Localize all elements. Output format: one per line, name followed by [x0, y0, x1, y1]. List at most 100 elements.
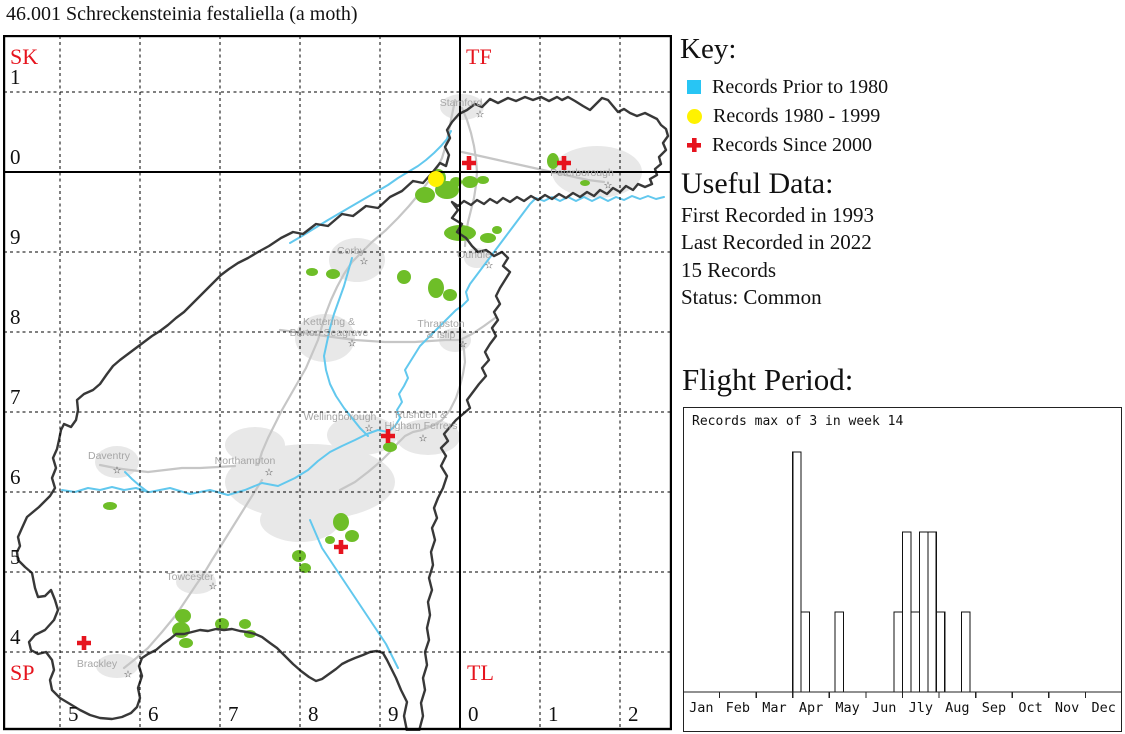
chart-month-label: Nov — [1055, 700, 1079, 716]
grid-col-label: 9 — [388, 702, 399, 726]
river — [149, 195, 665, 496]
key-heading: Key: — [680, 33, 737, 65]
town-star-icon: ☆ — [419, 434, 428, 445]
useful-data-line: 15 Records — [681, 257, 777, 282]
chart-month-label: May — [835, 700, 859, 716]
chart-month-label: Jly — [909, 700, 933, 716]
woodland — [480, 233, 496, 243]
grid-row-label: 8 — [10, 305, 21, 329]
county-boundary — [15, 95, 670, 731]
grid-col-label: 6 — [148, 702, 159, 726]
flight-period-chart: Records max of 3 in week 14 Jan Feb Mar Apr M… — [683, 407, 1122, 732]
grid-col-label: 8 — [308, 702, 319, 726]
urban-area — [96, 654, 138, 678]
useful-data-heading: Useful Data: — [681, 167, 834, 200]
town-label: Barton Seagrave — [290, 327, 369, 339]
grid-letter-tf: TF — [466, 44, 492, 69]
woodland — [462, 176, 478, 188]
town-label: Oundle — [457, 249, 491, 261]
woodland — [103, 502, 117, 510]
woodland — [299, 563, 311, 573]
grid-row-label: 6 — [10, 465, 21, 489]
key-item-label: Records Since 2000 — [712, 133, 872, 156]
town-label: Towcester — [166, 571, 214, 583]
record-circle-icon — [428, 171, 444, 187]
town-star-icon: ☆ — [113, 466, 122, 477]
road — [460, 106, 479, 248]
woodland — [477, 176, 489, 184]
useful-data-line: First Recorded in 1993 — [681, 202, 875, 227]
key-section: Key: Records Prior to 1980 Records 1980 -… — [680, 33, 888, 160]
town-label: Kettering & — [303, 316, 355, 328]
useful-data-line: Status: Common — [681, 285, 822, 309]
record-cross-icon — [557, 156, 571, 170]
urban-area — [464, 248, 490, 268]
chart-bar — [935, 611, 946, 693]
town-label: Corby — [337, 245, 366, 257]
grid-row-label: 5 — [10, 545, 21, 569]
key-item: Records Prior to 1980 — [680, 73, 888, 102]
key-item-label: Records Prior to 1980 — [712, 75, 889, 98]
record-cross-icon — [462, 156, 477, 170]
town-star-icon: ☆ — [209, 582, 218, 593]
chart-month-label: Sep — [982, 700, 1006, 716]
chart-bar — [961, 611, 971, 693]
woodland — [175, 609, 191, 623]
woodland — [383, 442, 397, 452]
woodland — [492, 226, 502, 234]
useful-data-section: Useful Data: First Recorded in 1993 Last … — [681, 167, 874, 312]
urban-area — [329, 238, 385, 282]
woodland — [397, 270, 411, 284]
key-item-label: Records 1980 - 1999 — [713, 104, 881, 127]
chart-bar — [901, 531, 912, 693]
chart-month-label: Jan — [689, 700, 713, 716]
page-title: 46.001 Schreckensteinia festaliella (a m… — [6, 3, 358, 25]
woodland — [547, 153, 559, 169]
woodland — [415, 187, 435, 203]
town-label: Rushden & — [395, 409, 447, 421]
urban-area — [176, 570, 216, 594]
grid-col-label: 5 — [68, 702, 79, 726]
town-label: & Islip — [427, 329, 456, 341]
cross-marker-icon — [687, 138, 701, 153]
river — [61, 486, 149, 493]
record-cross-icon — [334, 540, 349, 554]
chart-bar — [792, 451, 802, 693]
town-star-icon: ☆ — [604, 181, 613, 192]
square-marker-icon — [687, 80, 701, 95]
road — [460, 150, 606, 184]
woodland — [179, 638, 193, 648]
town-label: Stamford — [440, 97, 483, 109]
chart-annotation: Records max of 3 in week 14 — [692, 414, 903, 429]
woodland — [428, 278, 444, 298]
key-items: Records Prior to 1980 Records 1980 - 1999… — [680, 73, 888, 160]
town-label: Thrapston — [417, 318, 464, 330]
key-item: Records 1980 - 1999 — [680, 102, 888, 131]
urban-area — [225, 444, 395, 520]
woodland — [215, 618, 229, 630]
town-star-icon: ☆ — [476, 110, 485, 121]
town-star-icon: ☆ — [348, 339, 357, 350]
town-label: Northampton — [215, 455, 276, 467]
chart-month-label: Dec — [1092, 700, 1116, 716]
road — [98, 463, 237, 474]
river — [124, 471, 149, 493]
useful-data-lines: First Recorded in 1993 Last Recorded in 2… — [681, 202, 874, 312]
road — [122, 478, 264, 670]
flight-period-heading: Flight Period: — [682, 362, 854, 397]
town-label: Daventry — [88, 450, 131, 462]
grid-col-label: 0 — [468, 702, 479, 726]
chart-month-label: Oct — [1018, 700, 1042, 716]
woodland — [333, 513, 349, 531]
chart-bar — [927, 531, 937, 693]
town-label: Peterborough — [550, 167, 614, 179]
grid-row-label: 1 — [10, 65, 21, 89]
grid-row-label: 7 — [10, 385, 21, 409]
chart-bar — [834, 611, 844, 693]
woodland — [443, 289, 457, 301]
chart-month-label: Mar — [762, 700, 786, 716]
key-item: Records Since 2000 — [680, 131, 888, 160]
grid-row-label: 9 — [10, 225, 21, 249]
